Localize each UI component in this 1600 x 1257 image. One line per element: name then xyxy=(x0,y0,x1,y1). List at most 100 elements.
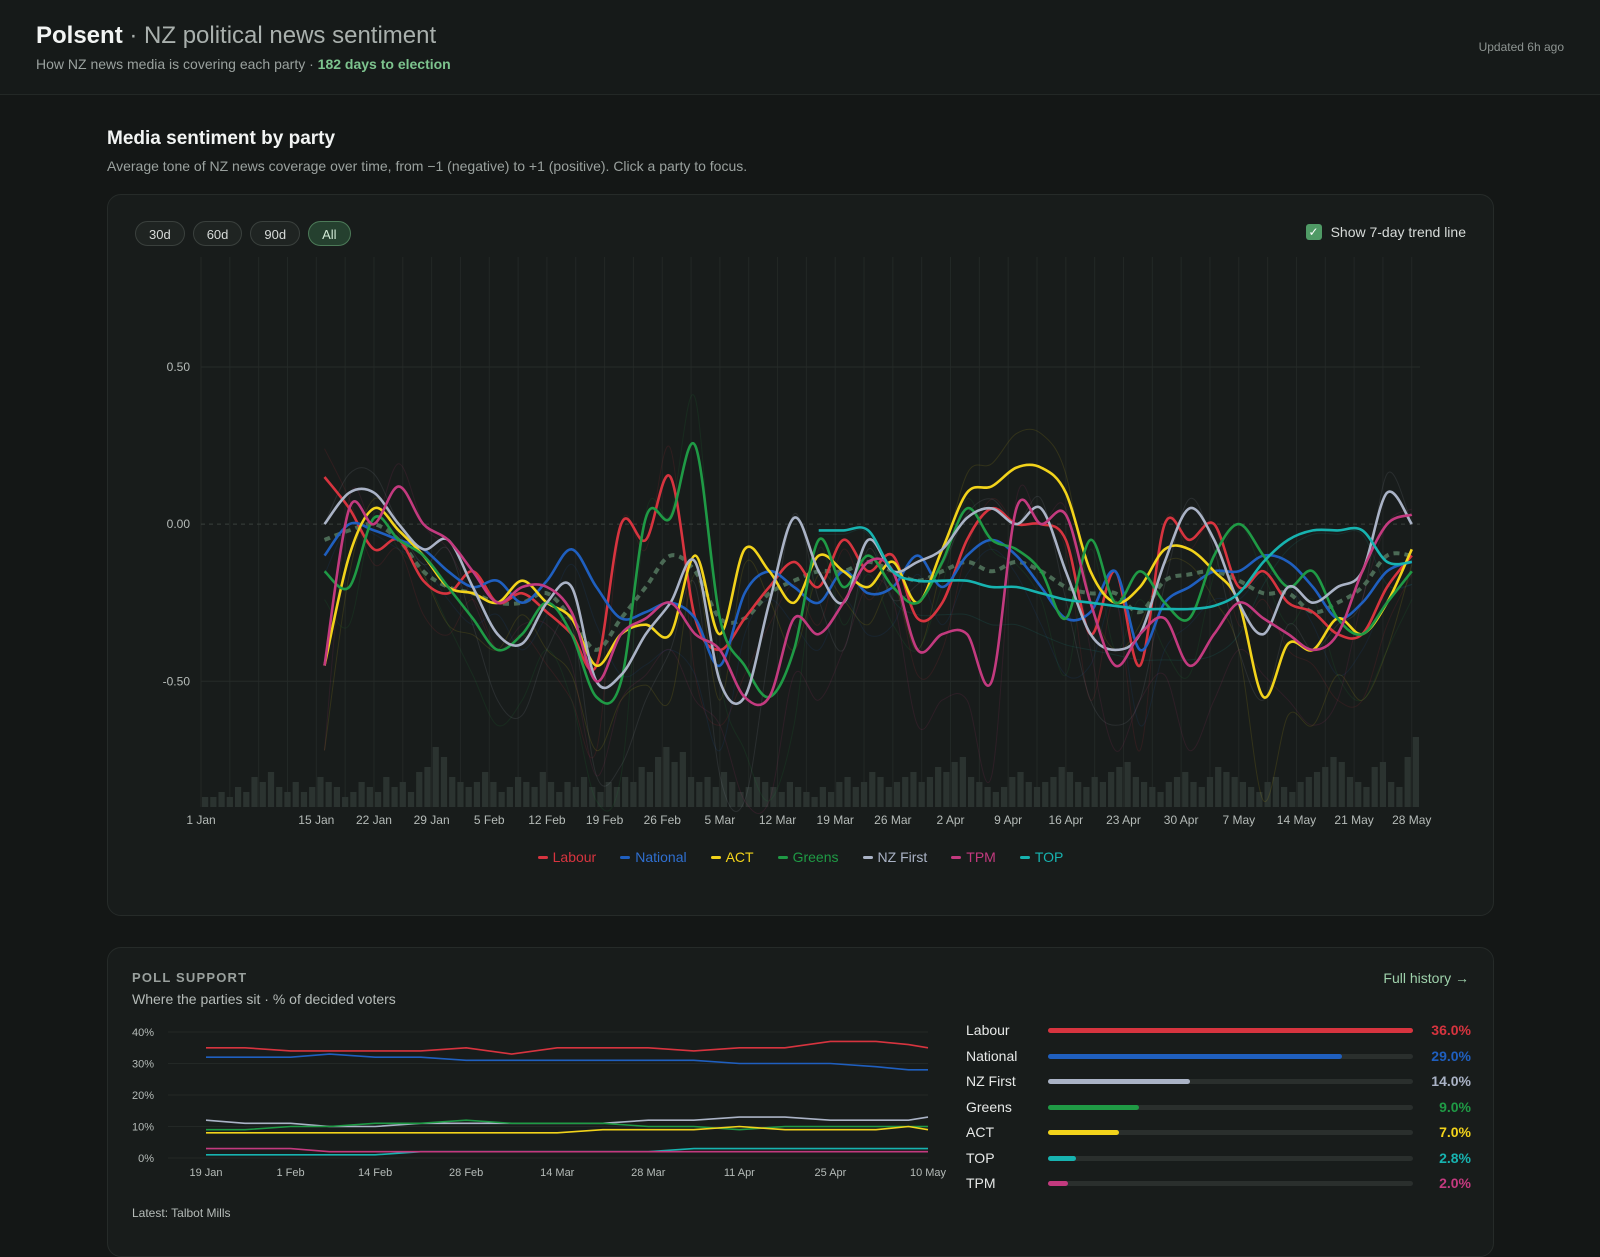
support-bar-fill xyxy=(1048,1181,1069,1186)
legend-item-labour[interactable]: Labour xyxy=(537,849,597,865)
volume-bar xyxy=(1396,787,1403,807)
range-button-90d[interactable]: 90d xyxy=(250,221,301,246)
volume-bar xyxy=(1215,767,1222,807)
volume-bar xyxy=(1025,782,1032,807)
volume-bar xyxy=(943,772,950,807)
support-row-top[interactable]: TOP 2.8% xyxy=(966,1150,1471,1176)
volume-bar xyxy=(473,782,481,807)
legend-item-act[interactable]: ACT xyxy=(710,849,754,865)
volume-bar xyxy=(1264,782,1271,807)
volume-bar xyxy=(259,782,266,807)
updated-timestamp: Updated 6h ago xyxy=(1478,40,1564,54)
volume-bar xyxy=(416,772,423,807)
volume-bar xyxy=(885,787,892,807)
support-row-nz-first[interactable]: NZ First 14.0% xyxy=(966,1073,1471,1099)
support-party-name: TPM xyxy=(966,1175,996,1191)
legend-label-nzfirst: NZ First xyxy=(877,849,928,865)
poll-y-tick-label: 20% xyxy=(132,1090,154,1102)
volume-bar xyxy=(1116,767,1123,807)
x-tick-label: 5 Feb xyxy=(474,813,505,827)
volume-bar xyxy=(893,782,901,807)
volume-bar xyxy=(523,782,530,807)
legend-label-act: ACT xyxy=(725,849,754,865)
volume-bar xyxy=(391,787,398,807)
volume-bar xyxy=(383,777,390,807)
support-row-tpm[interactable]: TPM 2.0% xyxy=(966,1175,1471,1201)
raw-line-act xyxy=(324,428,1413,802)
volume-bar xyxy=(506,787,513,807)
legend-item-top[interactable]: TOP xyxy=(1019,849,1063,865)
support-party-name: Greens xyxy=(966,1098,1012,1115)
volume-bar xyxy=(482,772,489,807)
support-row-greens[interactable]: Greens 9.0% xyxy=(966,1099,1471,1125)
volume-bar xyxy=(226,797,233,807)
legend-swatch-national xyxy=(620,855,631,859)
volume-bar xyxy=(910,772,917,807)
support-bar-track xyxy=(1048,1155,1413,1161)
poll-line-act xyxy=(206,1125,929,1134)
volume-bar xyxy=(1091,777,1098,807)
x-tick-label: 19 Feb xyxy=(586,813,624,827)
volume-bar xyxy=(918,782,925,807)
y-tick-label: 0.50 xyxy=(167,360,191,374)
sentiment-legend: Labour National ACT Greens NZ First TPM … xyxy=(108,849,1493,865)
support-party-name: ACT xyxy=(966,1124,994,1140)
support-row-national[interactable]: National 29.0% xyxy=(966,1048,1471,1074)
legend-item-nzfirst[interactable]: NZ First xyxy=(862,849,928,865)
x-tick-label: 9 Apr xyxy=(994,813,1022,827)
x-tick-label: 5 Mar xyxy=(705,813,736,827)
legend-item-tpm[interactable]: TPM xyxy=(951,849,996,865)
volume-bar xyxy=(1157,792,1164,807)
trend-line-toggle[interactable]: ✓ Show 7-day trend line xyxy=(1305,224,1466,240)
series-line-nz-first xyxy=(323,487,1413,706)
range-button-60d[interactable]: 60d xyxy=(192,221,243,246)
poll-x-tick-label: 28 Feb xyxy=(449,1167,483,1179)
volume-bar xyxy=(1033,787,1041,807)
poll-line-national xyxy=(206,1053,928,1071)
volume-bar xyxy=(1388,782,1395,807)
raw-line-national xyxy=(324,521,1413,751)
volume-bar xyxy=(276,787,283,807)
x-tick-label: 23 Apr xyxy=(1106,813,1141,827)
support-value: 36.0% xyxy=(1431,1022,1471,1038)
sentiment-chart[interactable]: 0.50 0.00 -0.50 1 Jan 15 Jan 22 Jan 29 Jan 5 Fe… xyxy=(108,195,1493,915)
poll-line-labour xyxy=(206,1040,929,1055)
poll-line-nz-first xyxy=(205,1116,929,1128)
trend-toggle-label: Show 7-day trend line xyxy=(1330,224,1466,240)
volume-bar xyxy=(630,782,637,807)
support-row-act[interactable]: ACT 7.0% xyxy=(966,1124,1471,1150)
volume-bar xyxy=(1009,777,1016,807)
series-line-greens xyxy=(323,441,1413,705)
volume-bar xyxy=(844,777,851,807)
volume-bar xyxy=(687,777,695,807)
volume-bar xyxy=(440,757,448,807)
volume-bar xyxy=(1124,762,1131,807)
sentiment-section-description: Average tone of NZ news coverage over ti… xyxy=(107,158,748,174)
legend-item-national[interactable]: National xyxy=(620,849,687,865)
volume-bar xyxy=(646,772,654,807)
volume-bar xyxy=(1173,777,1181,807)
legend-swatch-act xyxy=(710,855,721,859)
volume-bar xyxy=(1346,777,1354,807)
legend-item-greens[interactable]: Greens xyxy=(777,849,839,865)
volume-bar xyxy=(827,792,835,807)
tagline: How NZ news media is covering each party… xyxy=(36,56,451,72)
legend-swatch-tpm xyxy=(951,855,962,859)
range-button-all[interactable]: All xyxy=(308,221,351,246)
volume-bar xyxy=(720,772,728,807)
volume-bar xyxy=(465,787,472,807)
brand-name[interactable]: Polsent xyxy=(36,22,123,49)
volume-bar xyxy=(967,777,975,807)
support-bar-track xyxy=(1048,1053,1413,1059)
poll-section-title: POLL SUPPORT xyxy=(132,970,248,985)
legend-label-labour: Labour xyxy=(552,849,597,865)
trend-checkbox[interactable]: ✓ xyxy=(1305,224,1322,240)
x-tick-label: 12 Mar xyxy=(759,813,796,827)
volume-bar xyxy=(638,767,645,807)
poll-x-tick-label: 19 Jan xyxy=(189,1167,222,1179)
volume-bar xyxy=(218,792,225,807)
range-button-30d[interactable]: 30d xyxy=(135,221,185,246)
support-row-labour[interactable]: Labour 36.0% xyxy=(966,1022,1471,1048)
y-tick-label: -0.50 xyxy=(163,674,191,688)
full-history-link[interactable]: Full history → xyxy=(1383,970,1469,986)
